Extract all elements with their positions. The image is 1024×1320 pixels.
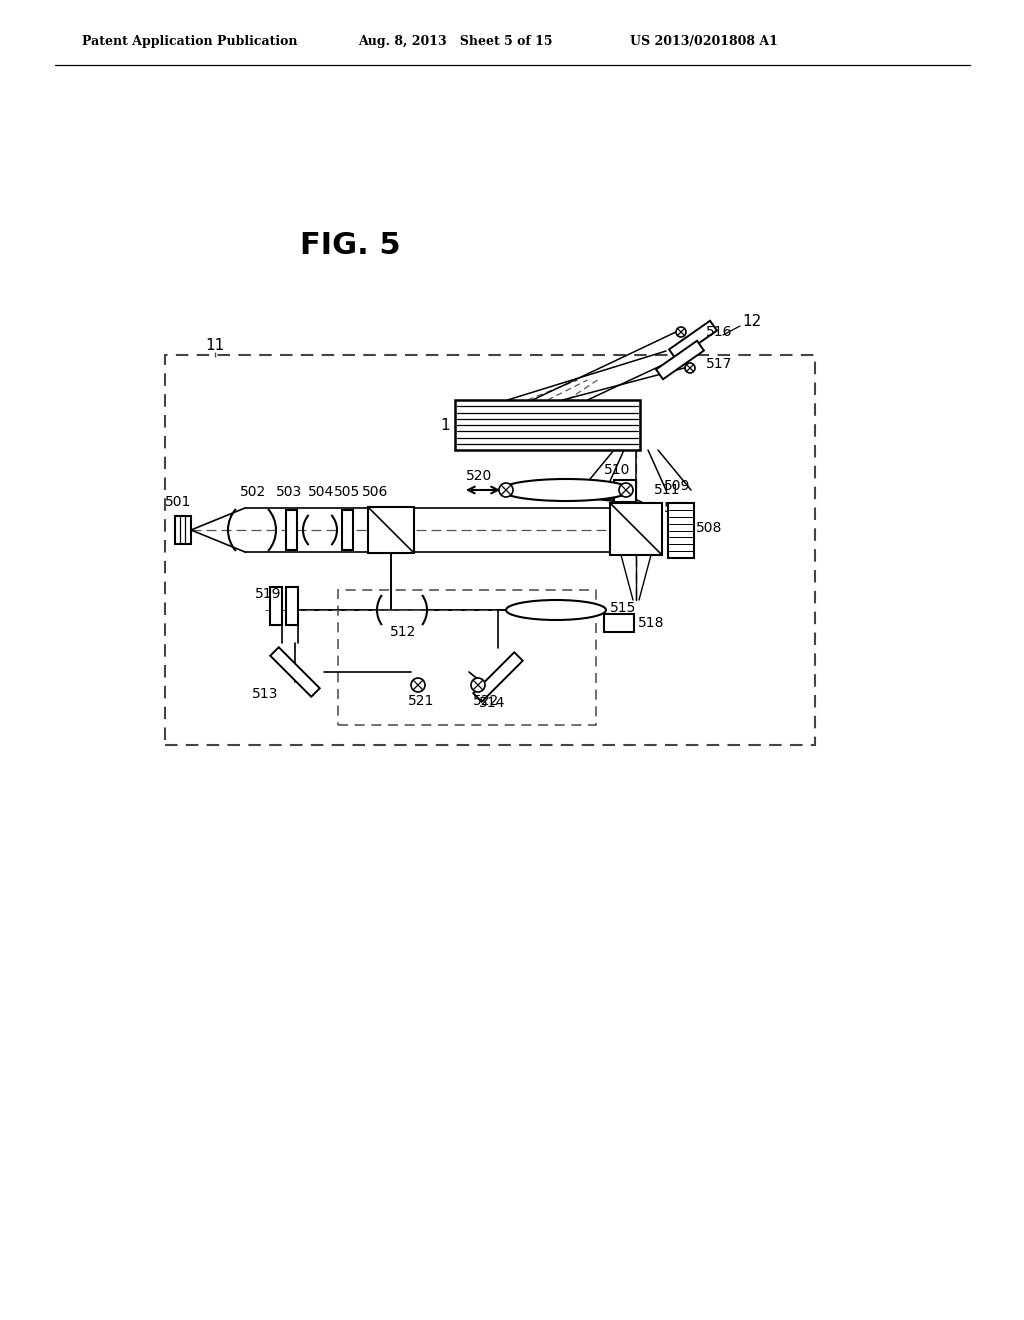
Polygon shape	[270, 647, 319, 697]
Text: 520: 520	[466, 469, 493, 483]
Text: 12: 12	[742, 314, 761, 330]
Circle shape	[471, 678, 485, 692]
Text: 514: 514	[479, 696, 505, 710]
Bar	[455, 400, 640, 450]
Bar	[286, 587, 298, 624]
Ellipse shape	[506, 601, 606, 620]
Text: FIG. 5: FIG. 5	[300, 231, 400, 260]
Text: 521: 521	[408, 694, 434, 708]
Text: 515: 515	[610, 601, 636, 615]
Polygon shape	[656, 341, 703, 379]
Text: 508: 508	[696, 521, 722, 535]
Circle shape	[499, 483, 513, 498]
Bar	[338, 590, 596, 725]
Bar	[368, 507, 414, 553]
Text: 510: 510	[604, 463, 631, 477]
Text: 522: 522	[473, 694, 500, 708]
Text: 504: 504	[308, 484, 334, 499]
Text: 502: 502	[240, 484, 266, 499]
Circle shape	[676, 327, 686, 337]
Text: Aug. 8, 2013   Sheet 5 of 15: Aug. 8, 2013 Sheet 5 of 15	[358, 36, 553, 49]
Text: 513: 513	[252, 686, 279, 701]
Text: 501: 501	[165, 495, 191, 510]
Polygon shape	[473, 652, 522, 702]
Text: 503: 503	[276, 484, 302, 499]
Circle shape	[411, 678, 425, 692]
Text: 507: 507	[664, 502, 690, 515]
Bar	[270, 587, 282, 624]
Bar	[286, 510, 297, 550]
Text: 517: 517	[706, 356, 732, 371]
Text: 1: 1	[440, 417, 450, 433]
Text: 512: 512	[390, 624, 417, 639]
Text: 506: 506	[362, 484, 388, 499]
Text: 519: 519	[255, 587, 282, 601]
Bar	[668, 503, 694, 558]
Bar	[604, 614, 634, 632]
Text: 505: 505	[334, 484, 360, 499]
Bar	[614, 480, 636, 502]
Bar	[610, 503, 662, 554]
Text: 516: 516	[706, 325, 732, 339]
Text: 518: 518	[638, 616, 665, 630]
Text: 11: 11	[206, 338, 224, 352]
Ellipse shape	[501, 479, 631, 502]
Bar	[175, 516, 191, 544]
Circle shape	[685, 363, 695, 374]
Bar	[342, 510, 353, 550]
Text: 511: 511	[654, 483, 681, 498]
Polygon shape	[669, 321, 717, 359]
Circle shape	[618, 483, 633, 498]
Text: Patent Application Publication: Patent Application Publication	[82, 36, 298, 49]
Bar	[165, 355, 815, 744]
Text: US 2013/0201808 A1: US 2013/0201808 A1	[630, 36, 778, 49]
Text: 509: 509	[664, 479, 690, 492]
